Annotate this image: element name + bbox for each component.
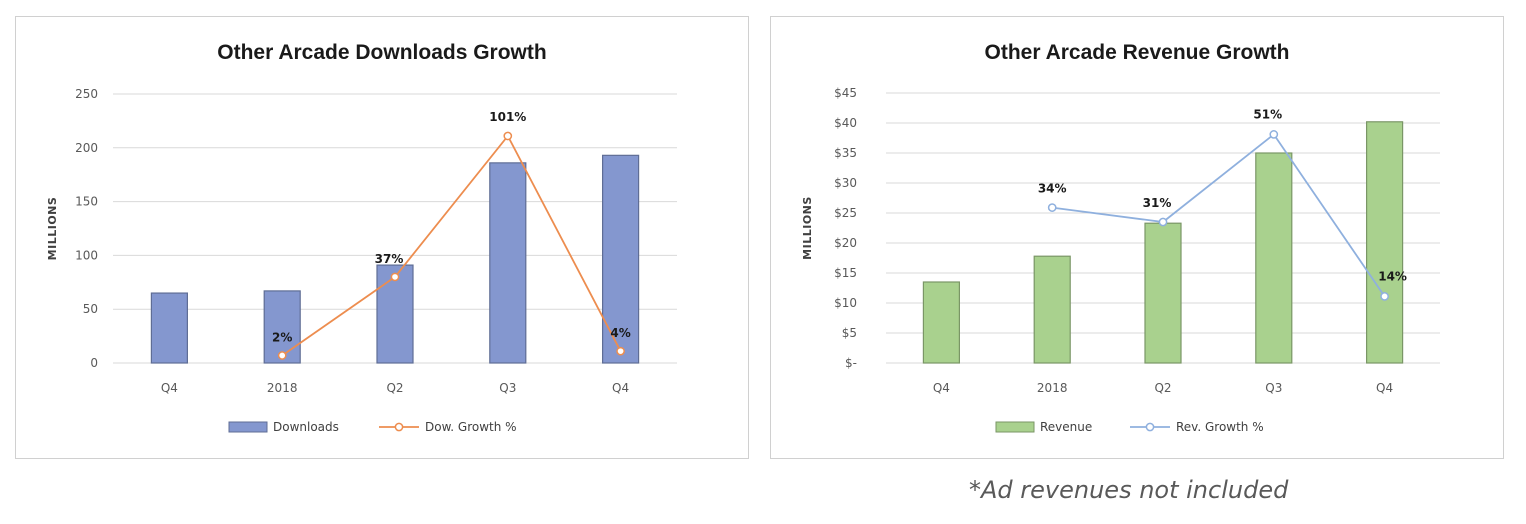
y-tick-label: 0	[90, 356, 98, 370]
legend-label: Downloads	[273, 420, 339, 434]
legend-swatch-bar	[995, 421, 1035, 433]
growth-data-label: 31%	[1143, 196, 1172, 210]
y-tick-label: 150	[75, 195, 98, 209]
y-tick-label: $40	[834, 116, 857, 130]
y-tick-label: $25	[834, 206, 857, 220]
growth-point	[503, 131, 513, 141]
legend-swatch-marker	[394, 422, 404, 432]
y-tick-label: $30	[834, 176, 857, 190]
growth-line	[1052, 133, 1386, 297]
growth-data-label: 34%	[1038, 182, 1067, 196]
y-tick-label: $-	[845, 356, 857, 370]
x-tick-label: Q3	[499, 381, 516, 395]
growth-data-label: 2%	[272, 330, 292, 344]
growth-data-label: 101%	[489, 110, 526, 124]
growth-point	[1158, 217, 1168, 227]
y-tick-label: 200	[75, 141, 98, 155]
legend-label: Rev. Growth %	[1176, 420, 1264, 434]
chart-title: Other Arcade Revenue Growth	[985, 41, 1290, 64]
bar-revenue	[1255, 152, 1293, 364]
growth-line	[281, 134, 622, 357]
x-tick-label: Q2	[1154, 381, 1171, 395]
growth-point	[1380, 292, 1389, 301]
y-axis-label: MILLIONS	[801, 196, 814, 260]
growth-point	[1269, 130, 1279, 139]
growth-data-label: 37%	[375, 252, 404, 266]
y-tick-label: $10	[834, 296, 857, 310]
downloads-growth-chart: Other Arcade Downloads Growth MILLIONS 0 50…	[46, 41, 677, 434]
x-tick-label: Q4	[1376, 381, 1393, 395]
legend-label: Revenue	[1040, 420, 1092, 434]
x-tick-label: Q4	[161, 381, 178, 395]
revenue-growth-chart: Other Arcade Revenue Growth MILLIONS $- $5 $…	[801, 41, 1440, 434]
x-tick-label: 2018	[1037, 381, 1068, 395]
growth-data-label: 4%	[610, 326, 630, 340]
x-tick-label: Q4	[933, 381, 950, 395]
revenue-chart-panel: Other Arcade Revenue Growth MILLIONS $- $5 $…	[770, 16, 1504, 459]
legend-label: Dow. Growth %	[425, 420, 517, 434]
legend-swatch-bar	[228, 421, 268, 433]
bar-downloads	[489, 162, 527, 364]
y-tick-label: $20	[834, 236, 857, 250]
y-axis-label: MILLIONS	[46, 197, 59, 261]
y-tick-label: $45	[834, 86, 857, 100]
chart-title: Other Arcade Downloads Growth	[217, 41, 546, 64]
bar-downloads	[376, 264, 414, 364]
downloads-chart-panel: Other Arcade Downloads Growth MILLIONS 0 50…	[15, 16, 749, 459]
bar-revenue	[1033, 255, 1071, 364]
x-tick-label: 2018	[267, 381, 298, 395]
y-tick-label: $15	[834, 266, 857, 280]
legend-swatch-marker	[1145, 422, 1155, 432]
bar-revenue	[1144, 222, 1182, 364]
growth-data-label: 14%	[1378, 269, 1407, 283]
x-tick-label: Q3	[1265, 381, 1282, 395]
y-tick-label: 50	[83, 302, 98, 316]
bar-revenue	[1365, 121, 1404, 364]
bar-revenue	[922, 281, 960, 364]
bar-downloads	[150, 292, 188, 364]
y-tick-label: 100	[75, 248, 98, 262]
y-tick-label: 250	[75, 87, 98, 101]
y-tick-label: $5	[842, 326, 857, 340]
x-tick-label: Q2	[386, 381, 403, 395]
growth-point	[616, 346, 625, 356]
footnote-text: *Ad revenues not included	[969, 476, 1289, 504]
x-tick-label: Q4	[612, 381, 629, 395]
growth-point	[277, 351, 287, 360]
growth-point	[1047, 203, 1057, 212]
y-tick-label: $35	[834, 146, 857, 160]
growth-data-label: 51%	[1253, 107, 1282, 121]
bar-downloads	[263, 290, 301, 364]
growth-point	[390, 272, 400, 282]
